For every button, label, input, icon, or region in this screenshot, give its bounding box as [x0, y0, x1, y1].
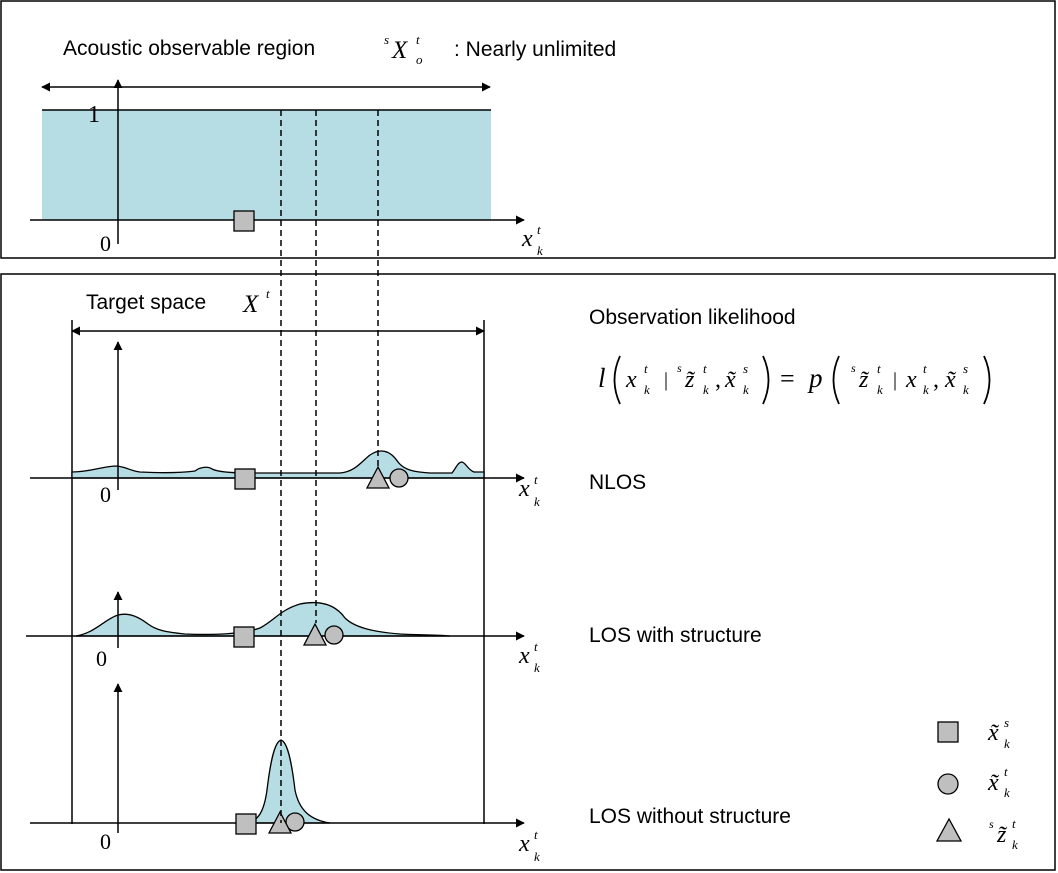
bottom-panel: Target space X t Observation likelihood … [0, 273, 1056, 871]
svg-text:x: x [625, 367, 637, 393]
los-structure-axis-symbol: x t k [518, 638, 542, 675]
legend: x̃ s k x̃ t k s z̃ t k [935, 714, 1020, 852]
los-with-structure-row: 0 x t k LOS with structure [26, 591, 762, 675]
svg-text:s: s [677, 361, 682, 375]
svg-text:=: = [780, 364, 795, 393]
formula-paren-1-close [762, 355, 770, 405]
nlos-label: NLOS [589, 471, 646, 494]
svg-text:k: k [743, 382, 749, 397]
svg-text:x̃: x̃ [944, 367, 957, 393]
svg-text:t: t [877, 361, 881, 376]
svg-text:k: k [963, 382, 969, 397]
nlos-row: 0 x t k NLOS [30, 341, 646, 509]
svg-text:s: s [851, 361, 856, 375]
los-structure-target-circle-marker [324, 625, 344, 645]
observable-region-note: : Nearly unlimited [454, 38, 616, 61]
top-panel: Acoustic observable region s X t o : Nea… [0, 0, 1056, 259]
svg-text:s: s [743, 361, 748, 376]
legend-triangle-marker [935, 817, 963, 842]
los-structure-zero-label: 0 [96, 646, 107, 671]
observable-region-fill [42, 110, 491, 220]
top-axis-symbol: x t k [521, 221, 545, 258]
svg-text:x̃: x̃ [724, 367, 737, 393]
svg-text:l: l [598, 363, 606, 393]
legend-sensor-symbol: x̃ s k [987, 714, 1013, 751]
los-no-structure-label: LOS without structure [589, 805, 791, 828]
nlos-axis-symbol: x t k [518, 471, 542, 509]
top-sensor-square-marker [233, 210, 255, 232]
svg-text:k: k [877, 382, 883, 397]
los-structure-sensor-square-marker [233, 626, 255, 648]
top-y-zero-label: 0 [100, 231, 111, 256]
svg-text:t: t [923, 361, 927, 376]
nlos-observation-triangle-marker [365, 465, 391, 489]
nlos-sensor-square-marker [234, 468, 256, 490]
nlos-zero-label: 0 [100, 482, 111, 507]
los-no-structure-likelihood-curve [244, 739, 331, 824]
legend-target-symbol: x̃ t k [987, 763, 1012, 800]
svg-text:x: x [905, 367, 917, 393]
los-structure-label: LOS with structure [589, 624, 762, 647]
correspondence-lines [280, 110, 379, 823]
likelihood-formula: l x t k | s z̃ t k , x̃ s k = p s z̃ t k… [598, 355, 991, 405]
observable-region-symbol: s X t o [384, 31, 424, 67]
svg-text:s: s [963, 361, 968, 376]
svg-text:,: , [715, 367, 721, 393]
svg-text:z̃: z̃ [684, 367, 696, 393]
los-without-structure-row: 0 x t k LOS without structure [30, 683, 791, 864]
top-panel-frame [0, 0, 1056, 259]
los-no-structure-sensor-square-marker [235, 813, 257, 835]
svg-text:|: | [664, 369, 668, 391]
svg-text:k: k [703, 382, 709, 397]
los-no-structure-observation-triangle-marker [267, 810, 293, 834]
target-space-label: Target space [86, 291, 206, 314]
svg-text:k: k [644, 382, 650, 397]
top-y-max-label: 1 [88, 102, 100, 128]
svg-text:p: p [807, 363, 823, 393]
formula-paren-2-close [983, 355, 991, 405]
nlos-likelihood-curve [71, 450, 485, 479]
legend-circle-marker [937, 773, 959, 795]
los-no-structure-target-circle-marker [285, 812, 305, 832]
los-no-structure-axis-symbol: x t k [518, 826, 542, 864]
los-no-structure-zero-label: 0 [100, 829, 111, 854]
formula-paren-1-open [613, 355, 621, 405]
observable-region-title: Acoustic observable region [63, 37, 315, 60]
svg-text:k: k [923, 382, 929, 397]
svg-text:t: t [644, 361, 648, 376]
formula-paren-2-open [832, 355, 840, 405]
svg-text:|: | [893, 369, 897, 391]
legend-square-marker [937, 721, 959, 743]
legend-observation-symbol: s z̃ t k [989, 815, 1020, 852]
nlos-target-circle-marker [389, 468, 409, 488]
los-structure-observation-triangle-marker [302, 622, 328, 646]
bottom-panel-frame [0, 273, 1056, 871]
svg-text:,: , [933, 367, 939, 393]
likelihood-title: Observation likelihood [589, 306, 796, 329]
svg-text:z̃: z̃ [858, 367, 870, 393]
los-structure-likelihood-curve [75, 601, 451, 637]
target-space-symbol: X t [242, 286, 270, 318]
svg-text:t: t [703, 361, 707, 376]
